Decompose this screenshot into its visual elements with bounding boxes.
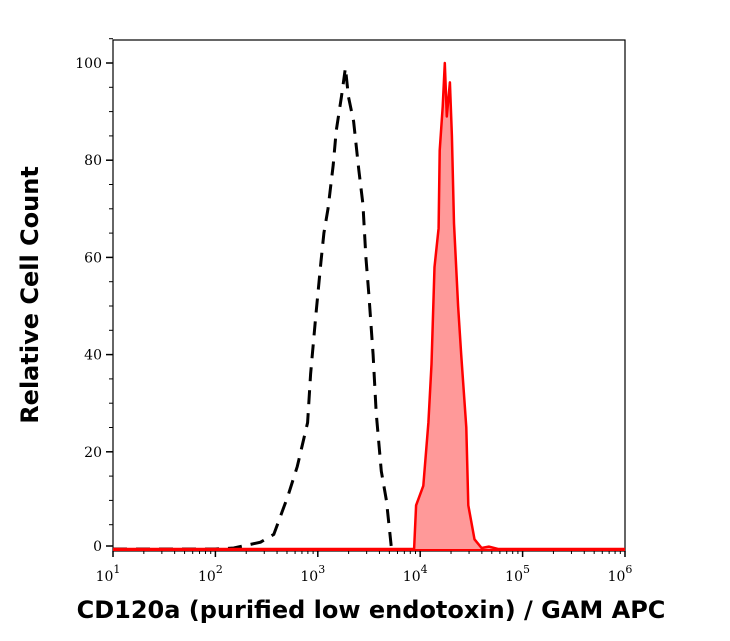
series-layer (113, 61, 625, 551)
y-tick-label: 0 (93, 539, 102, 555)
y-axis: 0 20 40 60 80 100 (75, 38, 113, 555)
x-tick-label: 106 (608, 563, 633, 585)
x-tick-label: 103 (300, 563, 325, 585)
x-tick-label: 105 (505, 563, 530, 585)
x-axis: 101 102 103 104 105 106 (96, 551, 633, 585)
y-tick-label: 20 (84, 445, 102, 461)
y-tick-label: 80 (84, 153, 102, 169)
x-tick-label: 102 (198, 563, 223, 585)
plot-area (112, 39, 626, 552)
series-line-0 (113, 67, 393, 551)
x-tick-label: 101 (96, 563, 121, 585)
y-axis-title: Relative Cell Count (16, 166, 44, 424)
x-tick-label: 104 (403, 563, 428, 585)
y-tick-label: 60 (84, 250, 102, 266)
series-line-1 (113, 61, 625, 551)
y-tick-label: 40 (84, 348, 102, 364)
y-tick-label: 100 (75, 56, 102, 72)
x-axis-title: CD120a (purified low endotoxin) / GAM AP… (77, 596, 666, 624)
